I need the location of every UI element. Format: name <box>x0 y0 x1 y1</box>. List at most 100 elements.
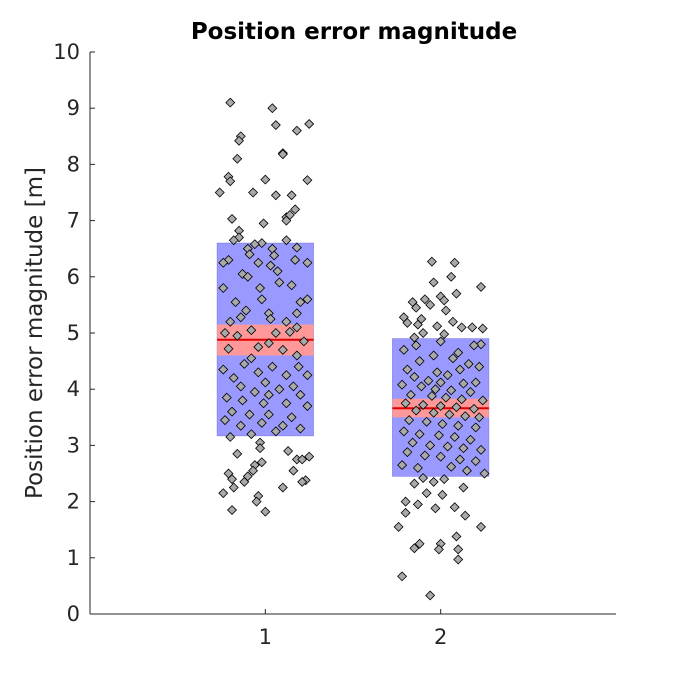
data-point <box>246 325 257 336</box>
data-point <box>416 381 427 392</box>
data-point <box>227 213 237 224</box>
data-point <box>425 440 436 451</box>
data-point <box>458 378 469 389</box>
data-point <box>407 437 418 448</box>
data-point <box>256 238 267 249</box>
data-point <box>258 398 269 409</box>
data-point <box>277 420 288 431</box>
data-point <box>234 232 244 243</box>
data-point <box>456 322 467 333</box>
data-point <box>433 430 444 441</box>
data-point <box>458 482 469 493</box>
data-point <box>409 543 420 554</box>
data-point <box>428 407 439 418</box>
data-point <box>428 350 439 361</box>
data-point <box>449 257 460 268</box>
data-point <box>237 395 248 406</box>
data-point <box>260 506 271 517</box>
data-point <box>232 153 243 164</box>
data-point <box>225 176 236 187</box>
data-point <box>451 402 462 413</box>
data-point <box>225 432 236 442</box>
data-point <box>272 266 283 277</box>
data-point <box>414 538 425 549</box>
data-point <box>402 447 413 458</box>
data-point <box>453 347 464 358</box>
data-point <box>393 521 404 532</box>
data-point <box>291 350 302 361</box>
data-point <box>426 256 437 267</box>
data-point <box>409 332 420 343</box>
data-point <box>412 499 423 510</box>
data-point <box>234 135 244 146</box>
data-point <box>270 328 281 338</box>
data-point <box>302 257 313 268</box>
axis-ticks: 0 1 2 3 4 5 6 7 8 9 10 1 2 <box>53 40 447 649</box>
data-point <box>467 322 478 333</box>
data-point <box>291 125 302 136</box>
data-point <box>242 271 253 282</box>
data-point <box>263 409 274 420</box>
data-point <box>446 461 457 472</box>
data-point <box>228 482 239 493</box>
data-point <box>249 387 260 397</box>
data-point <box>304 451 315 462</box>
data-point <box>447 353 458 364</box>
data-point <box>244 249 255 260</box>
data-point <box>439 329 450 340</box>
data-point <box>260 377 271 388</box>
data-point <box>414 429 425 440</box>
data-point <box>286 280 297 291</box>
data-point <box>446 271 457 282</box>
data-point <box>281 398 292 409</box>
data-point <box>235 420 246 431</box>
data-point <box>476 339 486 350</box>
data-point <box>267 361 278 372</box>
data-point <box>437 419 448 430</box>
data-point <box>277 482 288 493</box>
data-point <box>228 235 239 246</box>
data-point <box>277 149 288 160</box>
data-point <box>398 344 409 355</box>
data-point <box>479 468 490 479</box>
data-point <box>281 215 292 226</box>
data-point <box>474 412 485 423</box>
data-point <box>251 496 262 507</box>
data-point <box>421 416 432 427</box>
data-point <box>232 448 243 459</box>
data-point <box>412 319 423 330</box>
data-point <box>458 443 469 454</box>
data-point <box>265 313 276 324</box>
data-point <box>255 283 266 294</box>
data-point <box>397 571 408 582</box>
data-point <box>227 474 237 485</box>
data-point <box>456 394 467 405</box>
data-point <box>451 288 462 299</box>
data-point <box>423 375 434 386</box>
data-point <box>409 478 420 489</box>
data-point <box>235 381 246 392</box>
x-tick-label: 2 <box>434 625 447 649</box>
data-point <box>218 257 229 268</box>
y-tick-label: 9 <box>67 96 80 120</box>
data-point <box>477 395 488 406</box>
data-point <box>449 502 460 513</box>
data-point <box>218 488 229 499</box>
data-point <box>400 507 411 518</box>
data-point <box>270 426 281 437</box>
data-point <box>256 294 267 305</box>
data-point <box>214 187 225 198</box>
data-point <box>435 336 446 347</box>
data-point <box>439 295 450 306</box>
data-point <box>228 372 239 383</box>
data-point <box>418 328 429 338</box>
data-point <box>418 399 429 410</box>
data-point <box>255 443 266 454</box>
data-point <box>298 336 309 347</box>
data-point <box>453 554 464 565</box>
data-point <box>288 381 299 392</box>
data-point <box>421 488 432 499</box>
data-point <box>435 401 446 412</box>
data-point <box>297 476 308 487</box>
data-point <box>295 389 306 400</box>
